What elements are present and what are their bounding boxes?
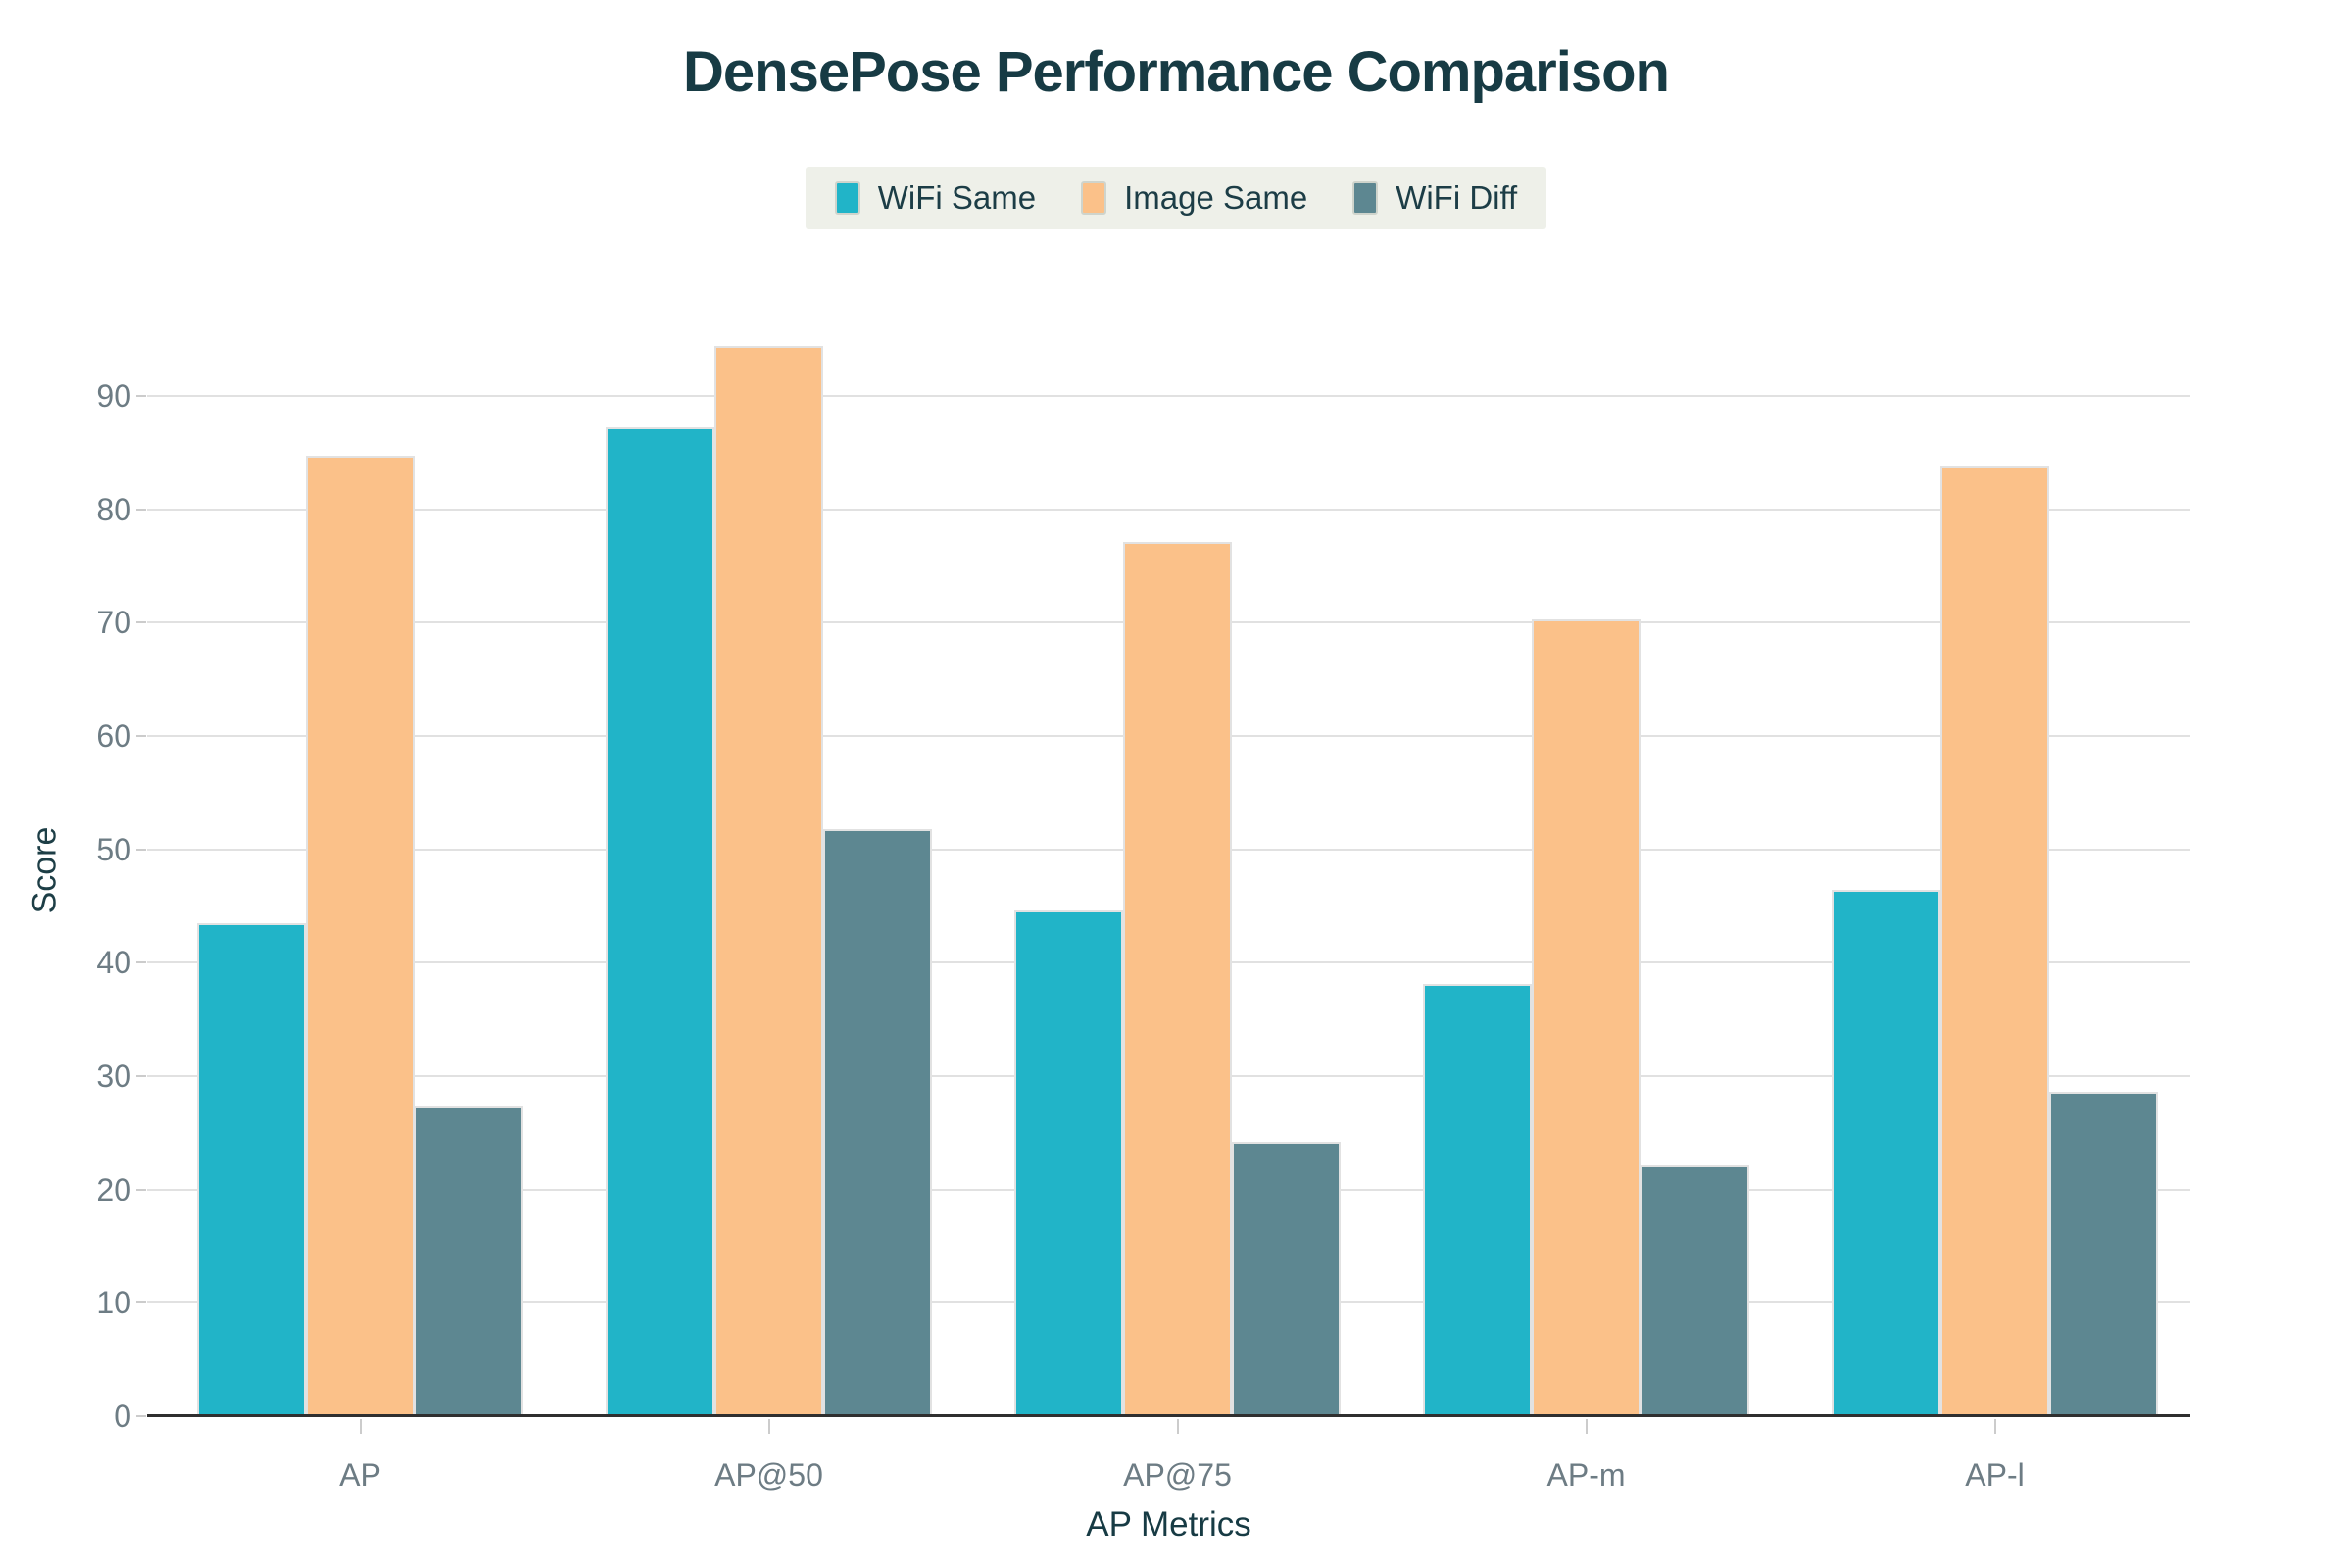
y-tick-label-20: 20 xyxy=(96,1171,131,1207)
legend-swatch-wifi-same-icon xyxy=(834,181,860,215)
y-tick-mark-80 xyxy=(136,508,146,511)
legend-label-wifi-diff: WiFi Diff xyxy=(1396,179,1518,216)
y-tick-mark-40 xyxy=(136,961,146,964)
bar-image-same-ap-l[interactable] xyxy=(1940,466,2049,1416)
y-tick-label-80: 80 xyxy=(96,491,131,527)
bar-wifi-diff-ap-l[interactable] xyxy=(2049,1092,2158,1416)
y-tick-mark-20 xyxy=(136,1188,146,1191)
bar-image-same-ap@75[interactable] xyxy=(1123,542,1232,1416)
y-tick-label-60: 60 xyxy=(96,718,131,755)
legend-label-image-same: Image Same xyxy=(1124,179,1308,216)
legend-item-wifi-diff[interactable]: WiFi Diff xyxy=(1352,179,1517,217)
y-tick-mark-30 xyxy=(136,1075,146,1077)
gridline-90 xyxy=(147,395,2190,398)
x-cat-label-ap@50: AP@50 xyxy=(714,1457,823,1493)
y-tick-mark-10 xyxy=(136,1301,146,1304)
bar-image-same-ap@50[interactable] xyxy=(714,346,823,1416)
x-cat-label-ap-l: AP-l xyxy=(1965,1457,2025,1493)
chart-title: DensePose Performance Comparison xyxy=(683,40,1670,104)
bar-wifi-diff-ap@75[interactable] xyxy=(1232,1142,1341,1416)
y-tick-mark-0 xyxy=(136,1415,146,1417)
bar-wifi-same-ap[interactable] xyxy=(197,923,306,1416)
y-tick-label-10: 10 xyxy=(96,1285,131,1321)
y-tick-mark-70 xyxy=(136,621,146,624)
bar-wifi-same-ap-l[interactable] xyxy=(1832,890,1940,1416)
x-tick-mark-ap-l xyxy=(1993,1419,1996,1434)
y-tick-label-40: 40 xyxy=(96,945,131,981)
x-tick-mark-ap@75 xyxy=(1176,1419,1179,1434)
x-axis-line xyxy=(147,1414,2190,1417)
x-cat-label-ap@75: AP@75 xyxy=(1123,1457,1232,1493)
y-tick-mark-60 xyxy=(136,735,146,738)
bar-wifi-same-ap-m[interactable] xyxy=(1423,984,1532,1416)
y-tick-mark-90 xyxy=(136,395,146,398)
bar-wifi-diff-ap-m[interactable] xyxy=(1641,1165,1749,1416)
gridline-80 xyxy=(147,508,2190,511)
x-cat-label-ap-m: AP-m xyxy=(1546,1457,1626,1493)
y-tick-label-0: 0 xyxy=(114,1398,131,1434)
legend-label-wifi-same: WiFi Same xyxy=(877,179,1037,216)
y-tick-mark-50 xyxy=(136,848,146,851)
x-tick-mark-ap@50 xyxy=(767,1419,770,1434)
legend-item-wifi-same[interactable]: WiFi Same xyxy=(834,179,1037,217)
bar-wifi-diff-ap@50[interactable] xyxy=(823,829,932,1416)
plot-area xyxy=(147,323,2190,1416)
legend-swatch-image-same-icon xyxy=(1081,181,1107,215)
legend-box: WiFi Same Image Same WiFi Diff xyxy=(805,167,1547,229)
legend-item-image-same[interactable]: Image Same xyxy=(1081,179,1307,217)
x-axis-title: AP Metrics xyxy=(1086,1505,1251,1544)
x-tick-mark-ap xyxy=(359,1419,362,1434)
bar-image-same-ap-m[interactable] xyxy=(1532,619,1641,1416)
x-cat-label-ap: AP xyxy=(339,1457,381,1493)
y-tick-label-50: 50 xyxy=(96,831,131,867)
y-tick-label-90: 90 xyxy=(96,378,131,415)
y-tick-label-30: 30 xyxy=(96,1058,131,1094)
legend: WiFi Same Image Same WiFi Diff xyxy=(0,167,2352,229)
bar-wifi-same-ap@50[interactable] xyxy=(606,427,714,1416)
bar-image-same-ap[interactable] xyxy=(306,456,415,1416)
y-tick-label-70: 70 xyxy=(96,605,131,641)
bar-wifi-diff-ap[interactable] xyxy=(415,1106,523,1416)
x-tick-mark-ap-m xyxy=(1585,1419,1588,1434)
bar-wifi-same-ap@75[interactable] xyxy=(1014,910,1123,1416)
legend-swatch-wifi-diff-icon xyxy=(1352,181,1379,215)
